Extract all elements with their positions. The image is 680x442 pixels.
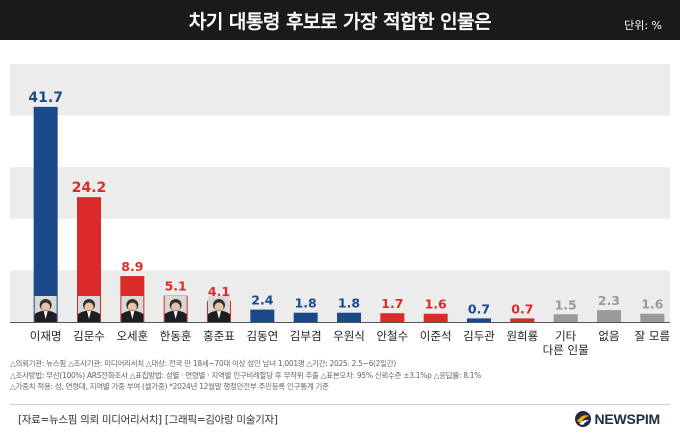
category-label: 김부겸 — [290, 329, 322, 343]
category-label: 우원식 — [333, 329, 365, 343]
value-label: 2.4 — [251, 293, 273, 308]
bar — [250, 309, 275, 322]
bar — [640, 313, 665, 322]
category-label: 한동훈 — [160, 329, 192, 343]
candidate-photo — [34, 296, 57, 322]
category-label: 오세훈 — [116, 329, 148, 343]
value-label: 1.6 — [425, 297, 447, 312]
footer-divider — [10, 404, 670, 405]
bar — [597, 310, 621, 322]
header-bar: 차기 대통령 후보로 가장 적합한 인물은 단위: % — [0, 0, 680, 40]
candidate-photo — [208, 296, 230, 322]
category-label: 김문수 — [73, 329, 105, 343]
value-label: 24.2 — [72, 180, 107, 196]
category-label: 김동연 — [246, 329, 278, 343]
source-credit: [자료=뉴스핌 의뢰 미디어리서치] [그래픽=김아랑 미술기자] — [18, 414, 278, 426]
bar — [33, 106, 58, 322]
value-label: 0.7 — [511, 301, 533, 316]
category-label: 기타 다른 인물 — [543, 329, 589, 357]
category-label: 홍준표 — [203, 329, 235, 343]
grid-band — [10, 64, 670, 116]
candidate-photo — [121, 296, 144, 322]
value-label: 1.7 — [381, 296, 403, 311]
logo-text: NEWSPIM — [594, 411, 661, 427]
category-label: 잘 모름 — [635, 329, 670, 343]
candidate-photo — [78, 296, 100, 322]
bar — [423, 313, 448, 322]
survey-notes: △의뢰기관: 뉴스핌 △조사기관: 미디어리서치 △대상: 전국 만 18세~7… — [10, 358, 590, 393]
note-line: △의뢰기관: 뉴스핌 △조사기관: 미디어리서치 △대상: 전국 만 18세~7… — [10, 359, 396, 368]
grid-bands — [10, 64, 670, 322]
bar — [337, 312, 361, 322]
value-label: 1.5 — [555, 297, 577, 312]
category-labels: 이재명 김문수 오세훈 한동훈 홍준표 김동연 김부겸 우원식 안철수 이준석 김두관 원희룡 기타 다른… — [30, 329, 670, 357]
candidate-photo — [164, 296, 187, 322]
value-label: 41.7 — [28, 90, 63, 106]
value-label: 0.7 — [468, 301, 490, 316]
bar — [510, 318, 535, 322]
value-label: 1.8 — [295, 296, 317, 311]
bar — [553, 314, 578, 322]
bars: 41.7 24.2 8.9 5.1 4.1 2.4 1.8 1.8 1.7 1.6 0.7 0.7 1.… — [10, 90, 670, 323]
category-label: 이준석 — [420, 329, 452, 343]
newspim-logo: NEWSPIM — [574, 410, 661, 428]
value-label: 1.6 — [641, 297, 663, 312]
value-label: 5.1 — [165, 279, 187, 294]
value-label: 2.3 — [598, 293, 620, 308]
bar-chart: 41.7 24.2 8.9 5.1 4.1 2.4 1.8 1.8 1.7 1.6 0.7 0.7 1.… — [10, 64, 670, 357]
bar — [467, 318, 491, 322]
bar — [380, 313, 405, 322]
category-label: 김두관 — [463, 329, 495, 343]
category-label: 이재명 — [30, 329, 62, 343]
value-label: 8.9 — [121, 259, 143, 274]
value-label: 4.1 — [208, 284, 230, 299]
category-label: 원희룡 — [506, 329, 538, 343]
newspim-logo-icon — [574, 411, 591, 427]
chart-title: 차기 대통령 후보로 가장 적합한 인물은 — [188, 11, 492, 33]
note-line: △조사방법: 무선(100%) ARS전화조사 △표집방법: 성별 · 연령별 … — [10, 370, 482, 380]
value-label: 1.8 — [338, 296, 360, 311]
category-label: 안철수 — [376, 329, 408, 343]
grid-band — [10, 167, 670, 219]
category-label: 없음 — [598, 329, 619, 343]
unit-label: 단위: % — [624, 19, 662, 32]
note-line: △가중치 적용: 성, 연령대, 지역별 가중 부여 (셀가중) *2024년 … — [10, 382, 329, 391]
bar — [293, 312, 318, 322]
